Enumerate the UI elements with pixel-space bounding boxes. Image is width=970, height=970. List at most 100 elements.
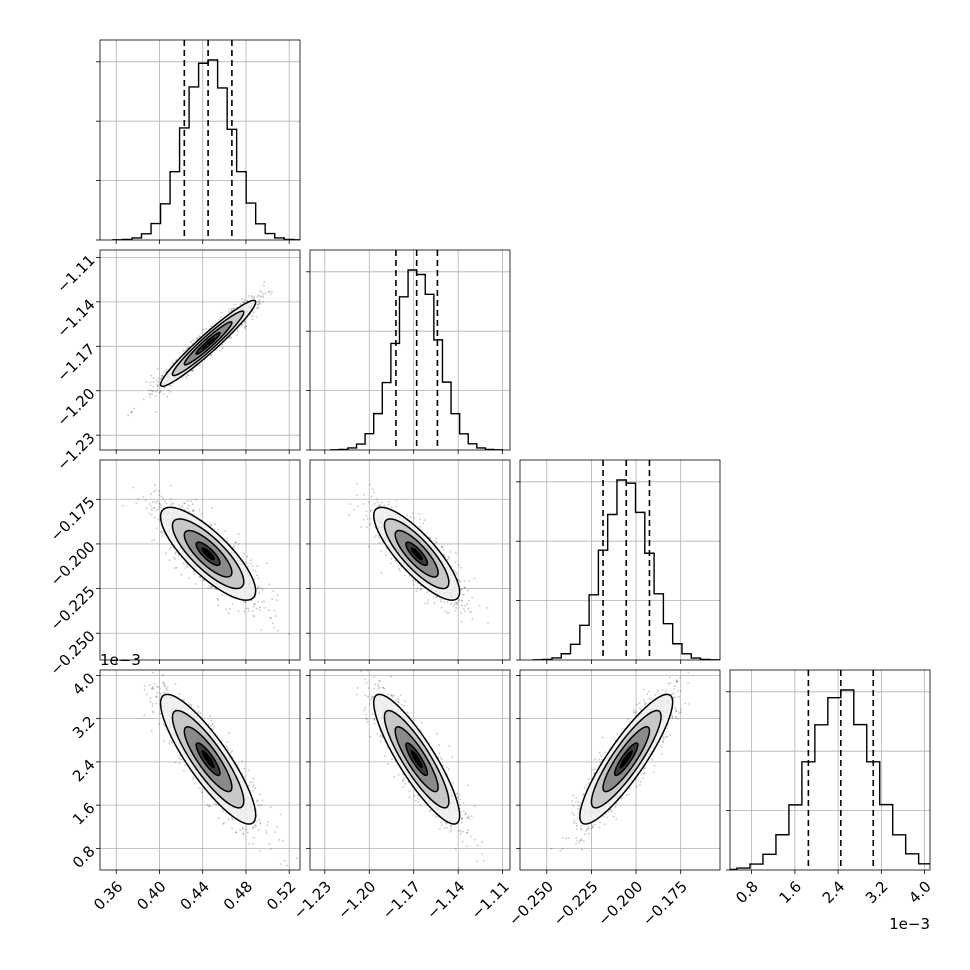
sample-point [253,836,255,839]
sample-point [152,385,155,388]
sample-point [252,569,254,571]
sample-point [257,302,260,305]
sample-point [185,347,188,350]
sample-point [192,339,195,342]
sample-point [155,527,158,530]
sample-point [154,410,157,413]
sample-point [253,296,256,298]
sample-point [207,587,209,589]
sample-point [257,600,259,603]
sample-point [256,303,259,306]
sample-point [147,389,150,392]
sample-point [255,316,258,318]
sample-point [369,524,371,527]
sample-point [442,548,445,551]
sample-point [171,501,173,504]
sample-point [362,493,365,496]
sample-point [171,361,174,363]
sample-point [447,612,450,614]
sample-point [211,585,214,588]
sample-point [230,336,232,339]
sample-point [390,506,393,509]
sample-point [151,500,154,503]
sample-point [380,550,383,553]
sample-point [270,848,272,851]
x-ticks [324,660,503,664]
sample-point [419,518,422,521]
sample-point [440,546,443,548]
sample-point [375,534,377,537]
sample-point [132,486,135,489]
sample-point [411,579,414,582]
sample-point [435,596,438,599]
sample-point [416,582,419,585]
sample-point [210,353,213,356]
sample-point [151,390,154,392]
sample-point [253,603,256,606]
sample-point [252,614,255,617]
sample-point [174,552,177,555]
sample-point [473,577,476,580]
sample-point [370,495,373,498]
sample-point [268,290,271,293]
sample-point [268,843,271,845]
sample-point [266,562,268,564]
y-tick-label: −0.200 [47,538,99,590]
sample-point [198,787,201,790]
sample-point [252,312,255,314]
sample-point [210,523,213,526]
sample-point [468,599,470,602]
sample-point [454,551,457,554]
sample-point [217,604,220,606]
sample-point [458,599,460,602]
sample-point [262,301,265,303]
sample-point [150,374,153,377]
sample-point [383,504,386,507]
sample-point [162,682,165,684]
sample-point [261,588,264,591]
sample-point [202,328,205,331]
sample-point [397,567,400,570]
panel-frame [309,249,511,451]
sample-point [137,498,140,501]
sample-point [241,760,243,763]
sample-point [360,525,363,528]
sample-point [152,381,155,384]
sample-point [237,610,240,613]
sample-point [190,370,193,372]
sample-point [236,334,239,336]
sample-point [189,500,192,503]
sample-point [229,335,232,338]
sample-point [169,390,171,393]
sample-point [151,540,154,542]
sample-point [158,490,161,492]
panel-frame [99,249,301,451]
sample-point [153,682,156,685]
sample-point [247,295,250,297]
sample-point [258,609,261,611]
panel-frame [99,459,301,661]
sample-point [187,346,190,349]
sample-point [446,558,449,561]
sample-point [155,502,158,504]
sample-point [443,554,445,556]
sample-point [377,537,380,539]
sample-point [457,579,460,581]
histogram-panel-0 [96,39,301,244]
sample-point [377,504,380,507]
sample-point [164,500,167,502]
y-ticks [96,257,100,436]
x-ticks [324,450,503,454]
sample-point [148,392,150,395]
sample-point [170,497,173,500]
sample-point [218,318,221,321]
sample-point [241,324,243,327]
sample-point [181,376,184,379]
panel-frame [309,459,511,661]
sample-point [149,381,152,384]
sample-point [377,535,380,537]
sample-point [395,499,398,502]
sample-point [160,389,162,392]
sample-point [156,500,159,503]
sample-point [150,730,153,733]
